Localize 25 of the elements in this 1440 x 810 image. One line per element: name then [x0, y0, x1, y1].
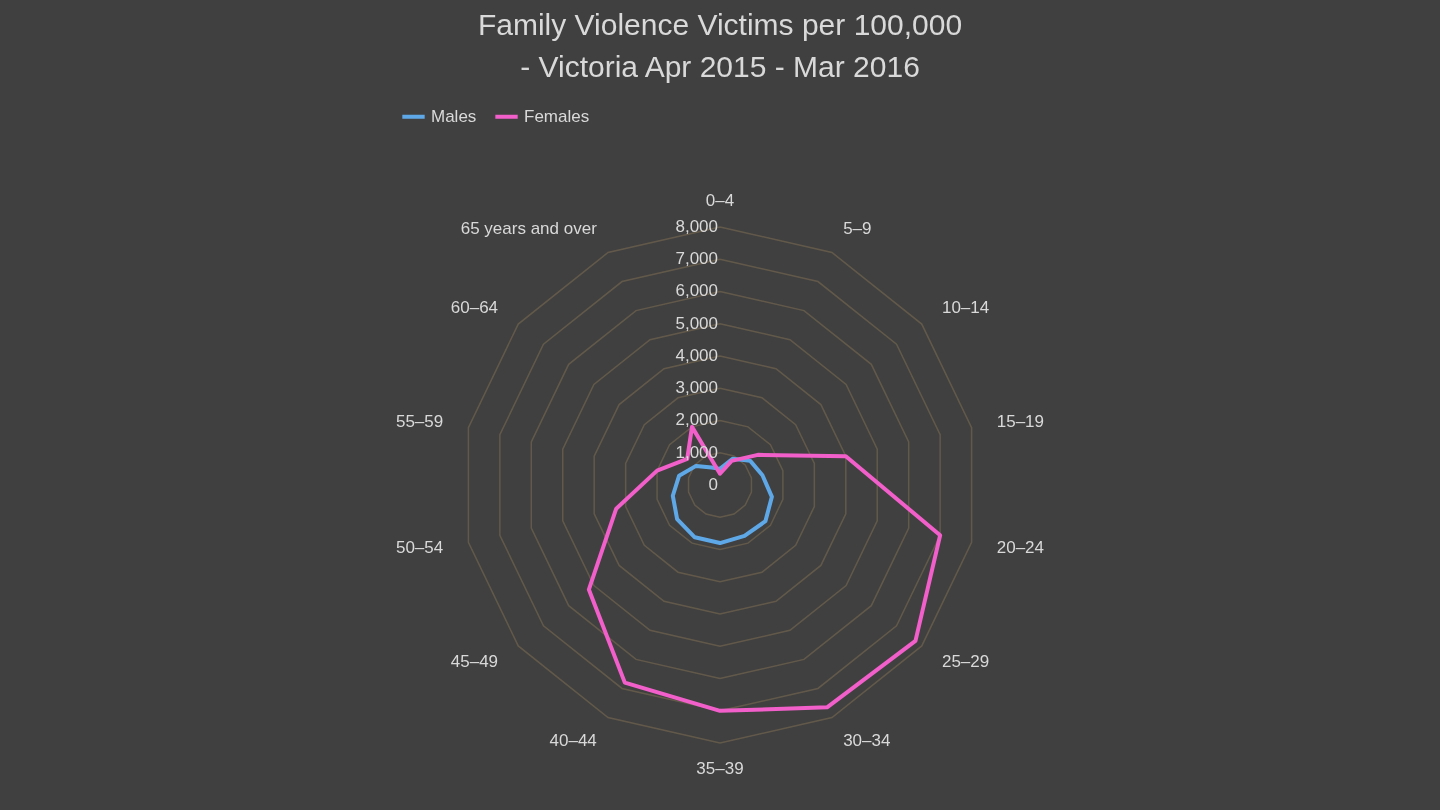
spoke-label: 35–39 [696, 758, 744, 778]
y-tick-label: 6,000 [675, 281, 718, 301]
spoke-label: 40–44 [549, 730, 597, 750]
spoke-label: 25–29 [941, 651, 990, 671]
legend-label: Females [524, 106, 590, 126]
y-tick-label: 4,000 [675, 345, 718, 365]
spoke-label: 5–9 [843, 219, 872, 239]
y-tick-label: 5,000 [675, 313, 718, 333]
y-tick-label: 8,000 [675, 216, 718, 236]
spoke-label: 60–64 [450, 298, 499, 318]
spoke-label: 45–49 [450, 651, 499, 671]
legend-label: Males [431, 106, 477, 126]
spoke-label: 10–14 [941, 298, 990, 318]
spoke-label: 30–34 [843, 730, 891, 750]
spoke-label: 0–4 [705, 191, 735, 211]
spoke-label: 50–54 [395, 538, 444, 558]
y-tick-label: 7,000 [675, 249, 718, 269]
y-tick-label: 3,000 [675, 378, 718, 398]
y-tick-label: 0 [708, 475, 718, 494]
y-tick-label: 2,000 [675, 410, 718, 430]
spoke-label: 20–24 [996, 538, 1045, 558]
chart-title: Family Violence Victims per 100,000 - Victoria Apr 2015 - Mar 2016 [477, 8, 963, 83]
spoke-label: 15–19 [996, 411, 1045, 431]
spoke-label: 55–59 [395, 411, 444, 431]
spoke-label: 65 years and over [460, 219, 598, 239]
